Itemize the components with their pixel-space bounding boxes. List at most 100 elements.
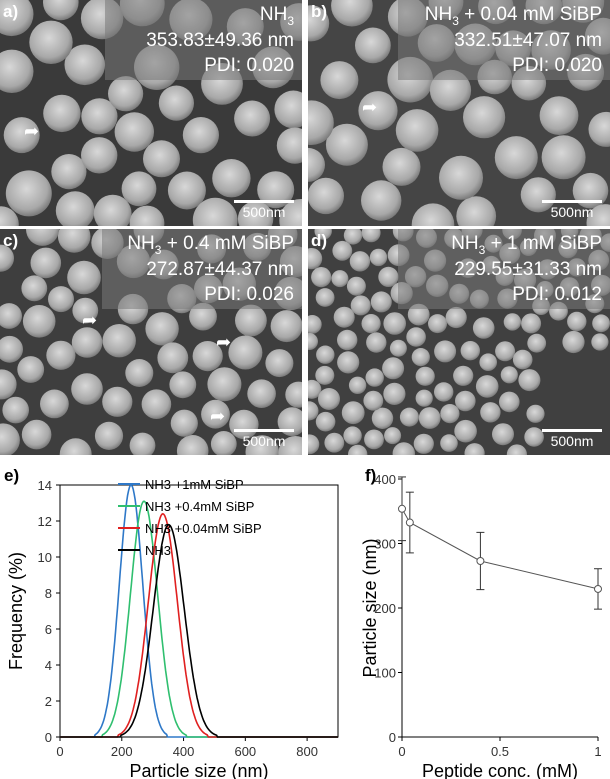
particle [318, 388, 340, 410]
particle [506, 444, 527, 455]
particle [332, 240, 353, 261]
chart-label-e: e) [4, 466, 20, 485]
particle [257, 171, 295, 209]
particle [361, 229, 381, 243]
particle [125, 359, 154, 387]
sem-panel-c: c) NH3 + 0.4 mM SiBP 272.87±44.37 nm PDI… [0, 229, 302, 455]
particle [361, 314, 381, 334]
particle [383, 312, 406, 335]
particle [428, 314, 447, 334]
x-tick-label: 600 [234, 744, 256, 759]
particle [341, 401, 365, 425]
particle [350, 295, 371, 316]
particle [59, 438, 92, 455]
particle [415, 389, 433, 407]
scale-bar-c: 500nm [234, 429, 294, 449]
particle [170, 409, 198, 437]
particle [0, 49, 34, 93]
particle [331, 0, 373, 27]
particle [384, 427, 402, 445]
particle [389, 339, 407, 357]
particle [276, 127, 302, 164]
particle [371, 407, 394, 429]
particle [382, 147, 421, 186]
legend-label: NH3 +1mM SiBP [145, 477, 244, 492]
info-box-b [398, 0, 610, 80]
particle [235, 304, 267, 337]
particle [192, 197, 238, 226]
particle [358, 91, 398, 131]
particle [395, 109, 439, 152]
particle [67, 260, 101, 295]
particle [492, 423, 514, 446]
particle [592, 314, 610, 333]
particle [207, 367, 242, 402]
particle [192, 341, 223, 372]
particle [308, 315, 322, 334]
particle [369, 248, 388, 267]
particle [40, 389, 69, 419]
y-tick-label: 4 [45, 658, 52, 673]
y-tick-label: 14 [38, 478, 52, 493]
y-tick-label: 400 [374, 472, 396, 487]
particle [348, 376, 367, 394]
particle [285, 381, 302, 408]
particle [472, 317, 495, 339]
particle [48, 286, 74, 313]
particle [158, 85, 194, 121]
particle [454, 419, 477, 443]
condition-label-d: NH3 + 1 mM SiBP [451, 233, 602, 257]
particle [429, 69, 472, 111]
scale-bar-d: 500nm [542, 429, 602, 449]
particle [588, 111, 610, 147]
particle [524, 427, 544, 447]
x-tick-label: 400 [173, 744, 195, 759]
particle [55, 191, 95, 226]
particle [308, 5, 330, 42]
particle [331, 270, 349, 288]
y-axis-label: Frequency (%) [6, 552, 26, 670]
y-tick-label: 6 [45, 622, 52, 637]
y-tick-label: 100 [374, 666, 396, 681]
particle [71, 373, 103, 405]
particle [567, 311, 587, 332]
particle [343, 229, 363, 245]
series-line [60, 523, 338, 738]
info-box-c [102, 229, 302, 309]
particle [0, 206, 19, 226]
particle [22, 305, 56, 338]
particle [337, 329, 358, 351]
info-box-a [105, 0, 302, 80]
particle [93, 194, 132, 226]
particle [308, 100, 334, 145]
particle [463, 96, 506, 139]
size-label-b: 332.51±47.07 nm [454, 30, 602, 51]
particle [503, 313, 522, 331]
particle [383, 382, 406, 405]
size-label-a: 353.83±49.36 nm [146, 30, 294, 51]
particle [308, 147, 325, 182]
particle [475, 375, 499, 398]
particle [234, 100, 271, 137]
particle [0, 303, 22, 329]
particle [591, 333, 609, 351]
particle [0, 244, 14, 272]
data-point [594, 584, 602, 593]
particle [411, 348, 430, 367]
particle [237, 201, 274, 226]
particle [320, 61, 359, 100]
y-tick-label: 10 [38, 550, 52, 565]
particle [521, 313, 542, 334]
particle [361, 180, 402, 221]
particle [210, 431, 237, 455]
series-line [60, 500, 338, 738]
particle [176, 435, 209, 455]
particle [520, 177, 556, 213]
arrow-icon-c2: ➦ [216, 332, 232, 352]
particle [364, 429, 384, 450]
particle [316, 345, 335, 364]
particle [539, 96, 579, 135]
x-tick-label: 0.5 [491, 744, 509, 759]
particle [418, 407, 441, 429]
particle [0, 369, 17, 400]
